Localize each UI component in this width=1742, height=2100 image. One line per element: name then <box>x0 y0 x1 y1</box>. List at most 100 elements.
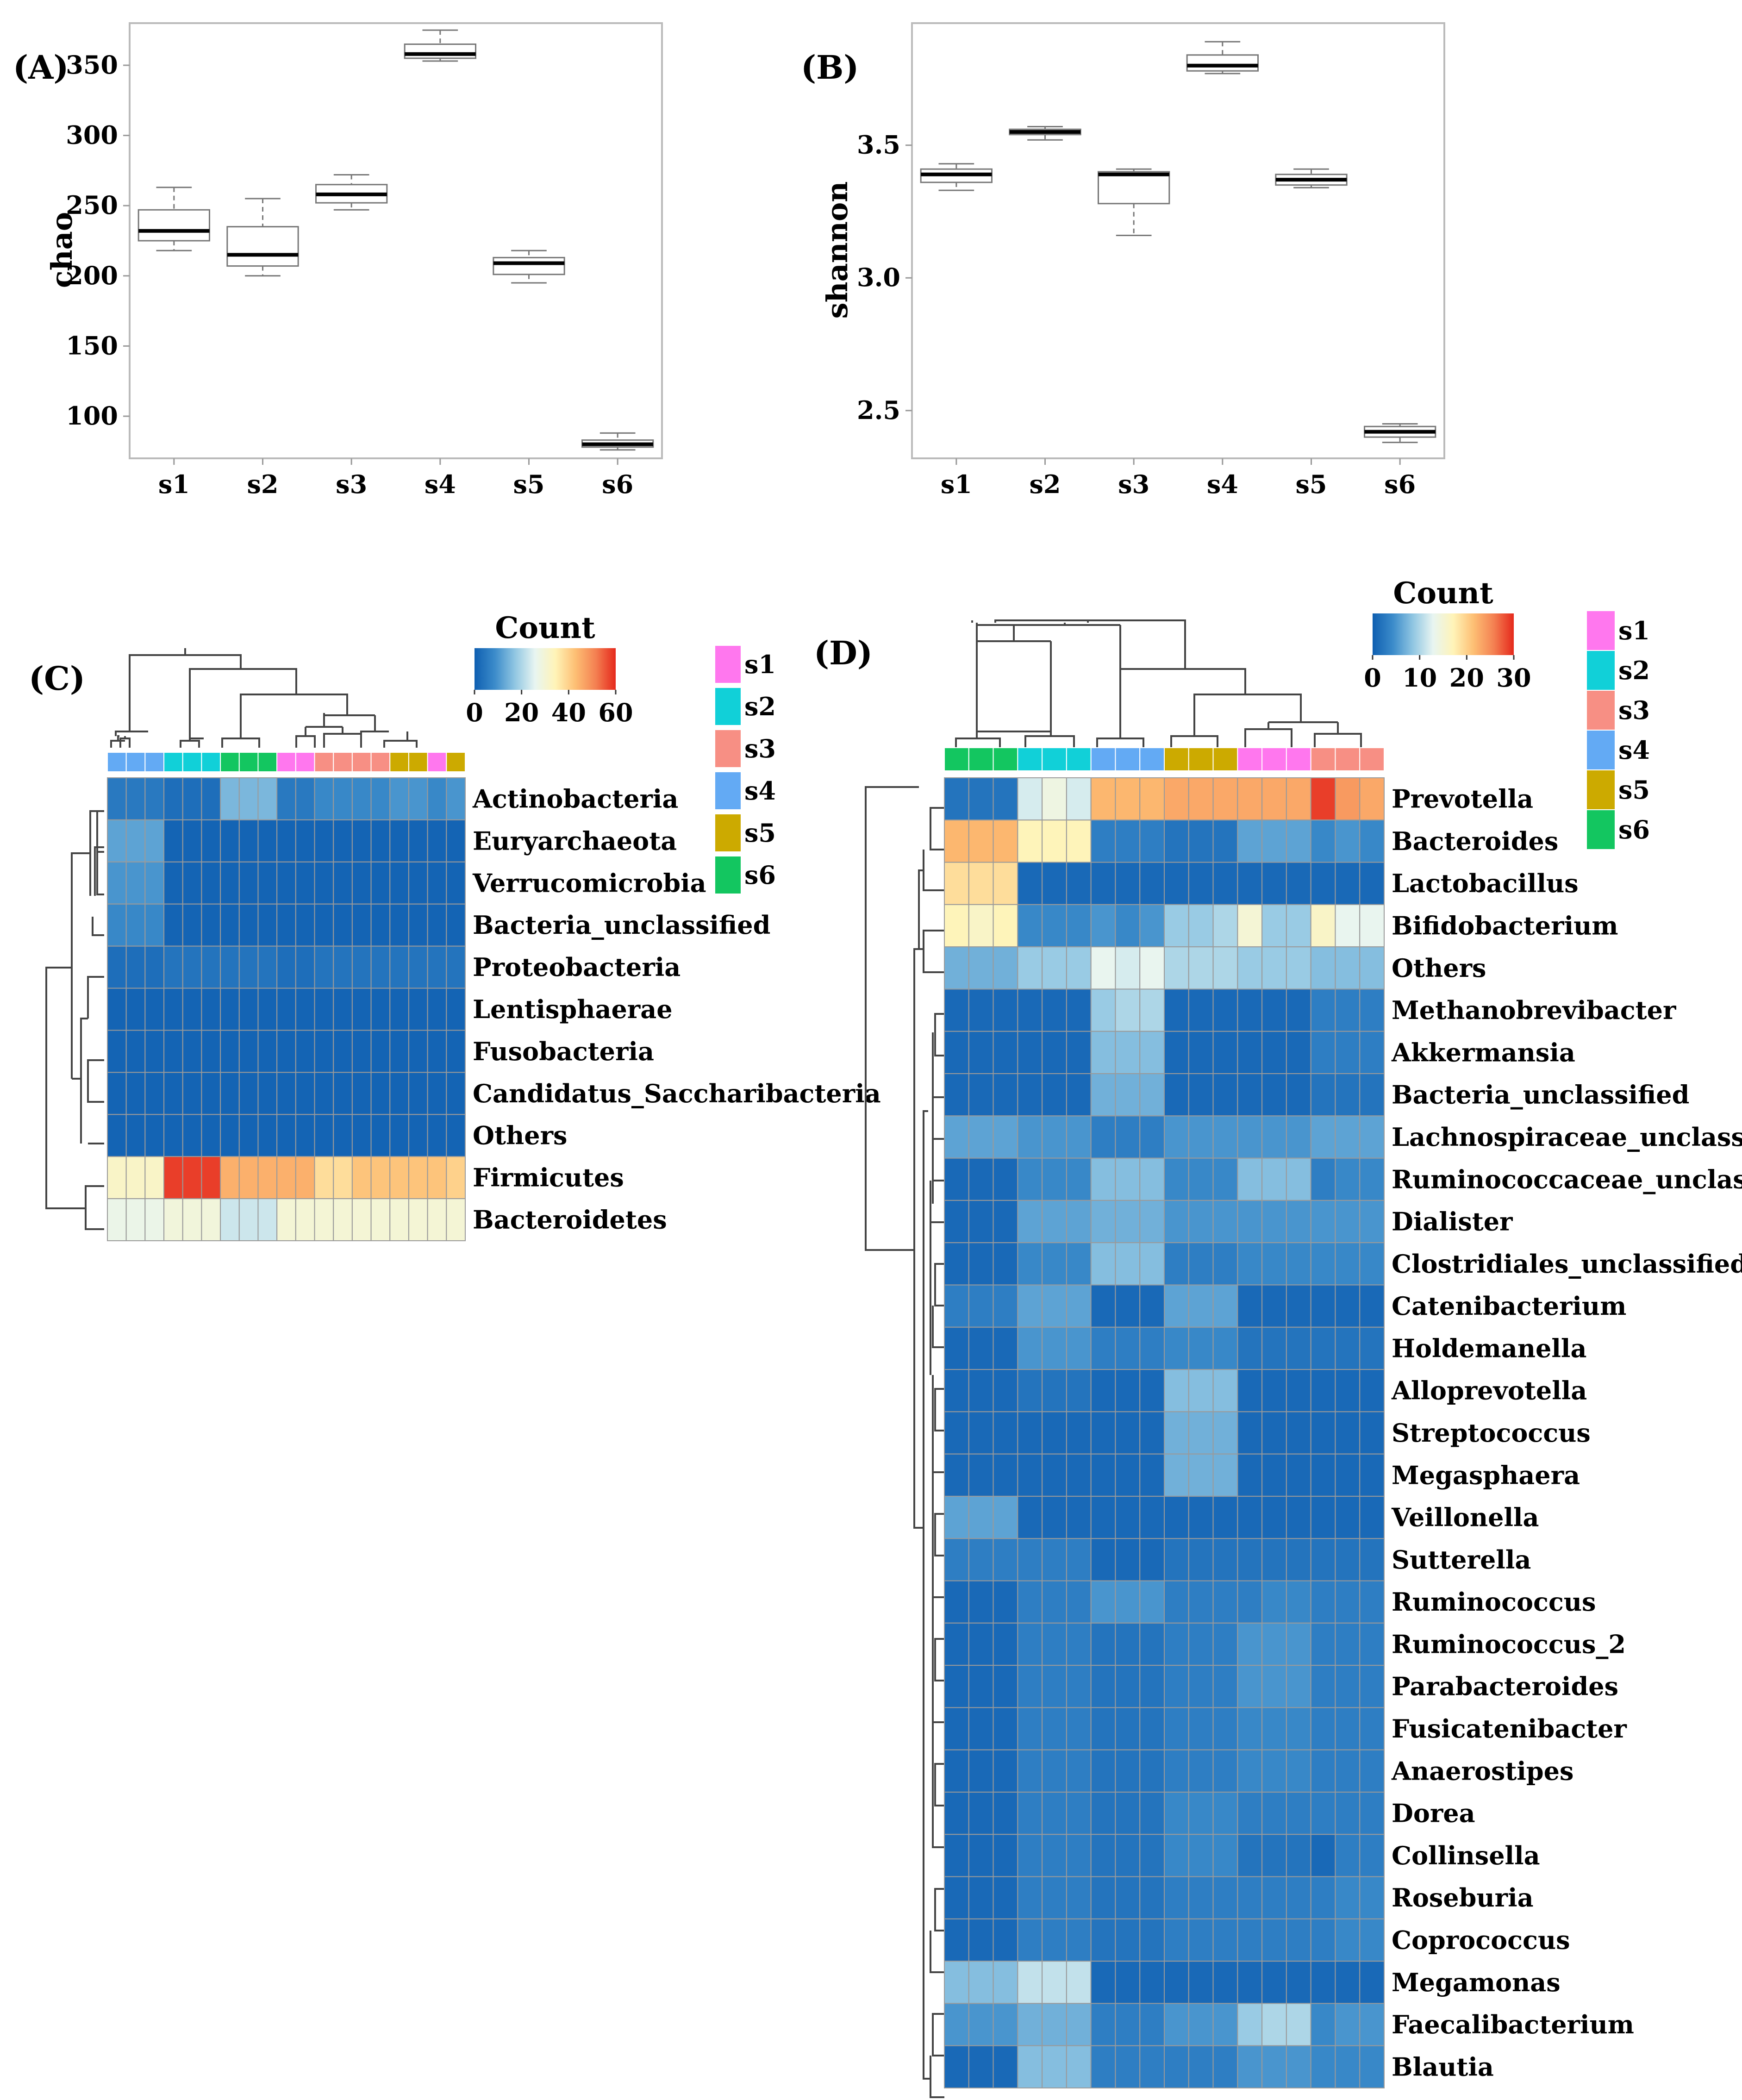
heat-cell <box>1310 1876 1336 1919</box>
heat-cell <box>1286 1115 1311 1159</box>
phylum-column-dendrogram <box>110 648 418 748</box>
heat-cell <box>1310 1200 1336 1244</box>
heat-cell <box>993 862 1018 905</box>
column-group-s3 <box>1359 747 1385 771</box>
heat-cell <box>968 1369 994 1412</box>
heat-cell <box>1286 904 1311 948</box>
heat-cell <box>1066 819 1092 863</box>
column-group-s6 <box>968 747 994 771</box>
shannon-boxplot: shannon 2.5 3.0 3.5 s1 s2 s3 s4 s5 s6 <box>820 22 1445 499</box>
column-group-s4 <box>144 752 165 772</box>
heat-cell <box>1188 1495 1214 1539</box>
heat-cell <box>144 903 165 947</box>
heat-cell <box>182 1156 202 1200</box>
heat-cell <box>993 1326 1018 1370</box>
heat-cell <box>1188 777 1214 821</box>
row-label: Verrucomicrobia <box>472 868 706 898</box>
heat-cell <box>1139 1157 1165 1201</box>
heat-cell <box>1188 1961 1214 2004</box>
x-tick-label-s4: s4 <box>1207 469 1238 499</box>
heat-cell <box>993 1834 1018 1877</box>
row-label: Alloprevotella <box>1391 1376 1587 1406</box>
heat-cell <box>1261 2003 1287 2046</box>
heat-cell <box>1359 988 1385 1032</box>
heat-cell <box>1164 1707 1189 1750</box>
heat-cell <box>1017 1495 1043 1539</box>
heat-cell <box>144 945 165 989</box>
heat-cell <box>1212 1284 1238 1328</box>
heat-cell <box>1359 1876 1385 1919</box>
row-label: Actinobacteria <box>472 784 678 813</box>
heat-cell <box>1237 1326 1263 1370</box>
heat-cell <box>968 988 994 1032</box>
heat-cell <box>1286 988 1311 1032</box>
heat-cell <box>1066 1707 1092 1750</box>
column-group-s5 <box>446 752 466 772</box>
heat-cell <box>314 1030 334 1073</box>
heat-cell <box>1164 2045 1189 2088</box>
heat-cell <box>944 1665 969 1708</box>
heat-cell <box>944 1876 969 1919</box>
column-group-s1 <box>276 752 296 772</box>
heat-cell <box>1237 1749 1263 1793</box>
legend-color-bar <box>475 648 616 690</box>
heat-cell <box>201 945 221 989</box>
heat-cell <box>125 1072 146 1115</box>
heat-cell <box>1139 777 1165 821</box>
heat-cell <box>1335 1876 1361 1919</box>
heat-cell <box>107 1072 127 1115</box>
heat-cell <box>1115 1876 1141 1919</box>
column-group-s1 <box>1237 747 1263 771</box>
heat-cell <box>1359 1242 1385 1286</box>
heat-cell <box>1237 1707 1263 1750</box>
y-tick-label: 250 <box>66 190 118 220</box>
heat-cell <box>1017 1326 1043 1370</box>
heat-cell <box>1115 1495 1141 1539</box>
heat-cell <box>1188 1665 1214 1708</box>
heat-cell <box>125 777 146 820</box>
heat-cell <box>1237 1073 1263 1117</box>
heat-cell <box>993 2003 1018 2046</box>
heat-cell <box>1188 819 1214 863</box>
heat-cell <box>1164 1284 1189 1328</box>
group-swatch-s3 <box>1587 691 1615 730</box>
heat-cell <box>1090 1453 1116 1497</box>
heat-cell <box>1017 1157 1043 1201</box>
heat-cell <box>276 861 296 905</box>
heat-cell <box>1359 1918 1385 1962</box>
row-label: Ruminococcus <box>1392 1587 1596 1617</box>
row-label: Faecalibacterium <box>1392 2010 1634 2039</box>
row-label: Bifidobacterium <box>1392 911 1618 941</box>
heat-cell <box>1310 1538 1336 1581</box>
heat-cell <box>944 777 969 821</box>
column-group-s6 <box>257 752 278 772</box>
heat-cell <box>1212 1834 1238 1877</box>
heat-cell <box>1212 1961 1238 2004</box>
heat-cell <box>163 1114 183 1157</box>
heat-cell <box>1261 1157 1287 1201</box>
heat-cell <box>1359 862 1385 905</box>
heat-cell <box>295 903 315 947</box>
heat-cell <box>408 945 428 989</box>
heat-cell <box>968 1411 994 1455</box>
heat-cell <box>257 861 278 905</box>
heat-cell <box>1359 1665 1385 1708</box>
heat-cell <box>295 988 315 1031</box>
heat-cell <box>1188 1284 1214 1328</box>
heat-cell <box>1261 1242 1287 1286</box>
heat-cell <box>257 988 278 1031</box>
heat-cell <box>351 988 372 1031</box>
heat-cell <box>427 988 447 1031</box>
heat-cell <box>295 861 315 905</box>
iqr-box <box>226 226 299 267</box>
heat-cell <box>1066 1284 1092 1328</box>
heat-cell <box>446 861 466 905</box>
heat-cell <box>1017 988 1043 1032</box>
heat-cell <box>1066 1918 1092 1962</box>
heat-cell <box>1212 904 1238 948</box>
heat-cell <box>408 777 428 820</box>
column-group-s2 <box>1017 747 1043 771</box>
heat-cell <box>993 1495 1018 1539</box>
heat-cell <box>427 819 447 862</box>
heat-cell <box>1115 2003 1141 2046</box>
